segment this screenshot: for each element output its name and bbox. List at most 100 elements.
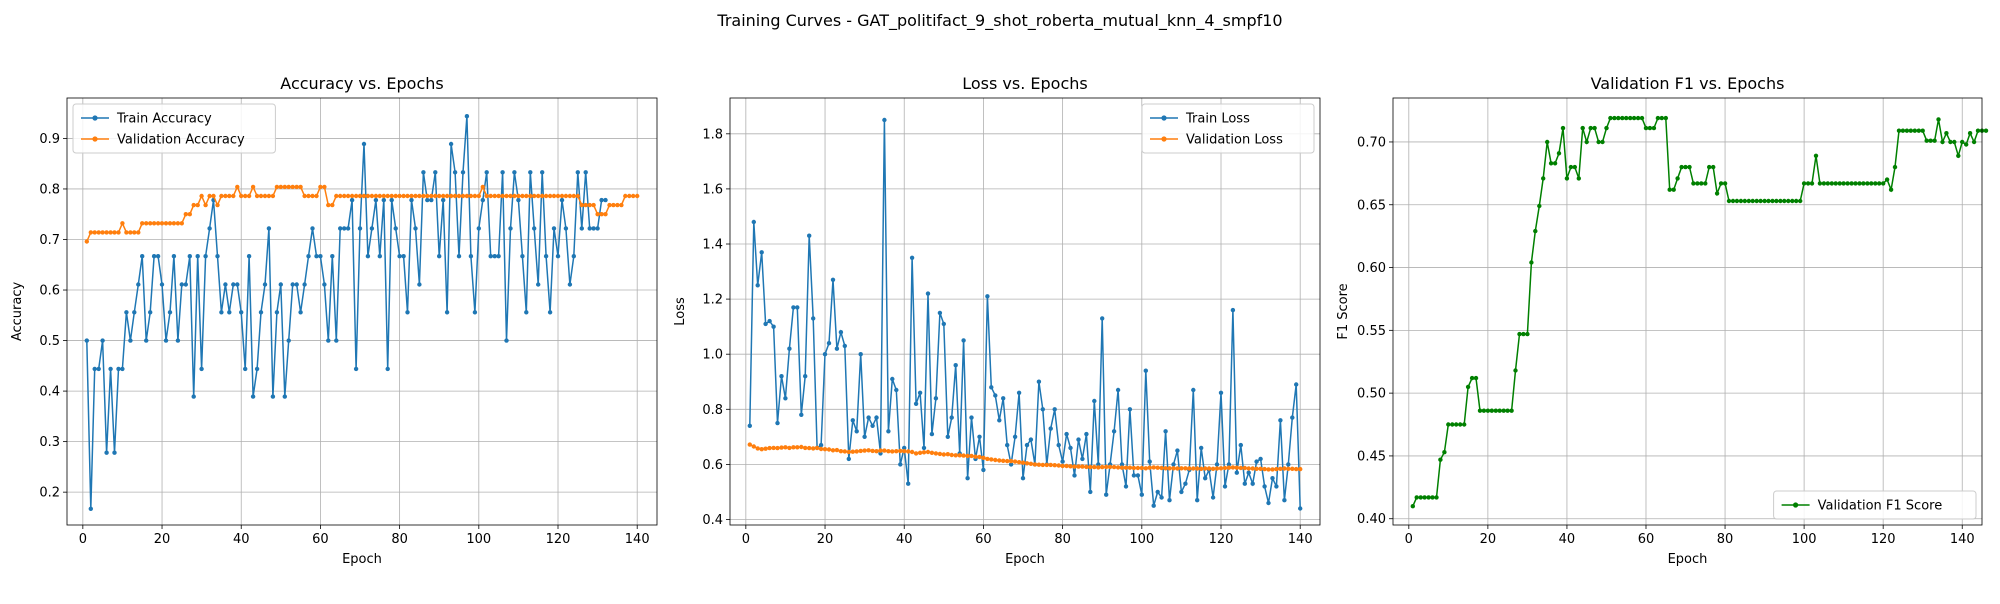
data-point: [92, 366, 97, 372]
data-point: [993, 393, 998, 398]
x-tick-label: 20: [154, 532, 171, 547]
chart-panel-2: 0 20 40 60 80 100 120 140 0.4 0.6 0.8 1.0 1.2 1.4 1.6 1…: [673, 74, 1321, 567]
data-point: [1230, 307, 1236, 313]
data-point: [231, 193, 236, 199]
data-point: [977, 434, 982, 439]
data-point: [1983, 128, 1989, 133]
data-point: [890, 376, 895, 382]
data-point: [1659, 115, 1665, 121]
legend-frame: [72, 103, 276, 154]
data-point: [1576, 176, 1582, 181]
data-point: [925, 449, 931, 455]
data-point: [183, 282, 188, 287]
data-point: [298, 184, 303, 190]
data-point: [1195, 498, 1200, 503]
data-point: [215, 202, 220, 208]
legend: Validation F1 Score: [1773, 490, 1977, 520]
data-point: [496, 254, 501, 259]
data-point: [342, 226, 347, 231]
data-point: [1881, 181, 1886, 186]
data-point: [803, 445, 808, 451]
x-tick-label: 60: [975, 532, 992, 547]
data-point: [314, 193, 319, 199]
data-point: [1210, 495, 1216, 500]
data-point: [1064, 463, 1069, 469]
data-point: [88, 230, 94, 235]
x-tick-label: 140: [625, 532, 650, 547]
data-point: [599, 197, 604, 203]
data-point: [1730, 198, 1736, 204]
data-point: [496, 193, 501, 199]
data-point: [929, 450, 935, 455]
data-point: [488, 254, 493, 259]
data-point: [811, 316, 816, 321]
data-point: [377, 193, 382, 199]
legend-marker: [92, 115, 98, 121]
data-point: [1024, 461, 1030, 466]
data-point: [318, 184, 323, 190]
data-point: [1222, 465, 1228, 471]
data-point: [1750, 198, 1755, 204]
data-point: [1699, 181, 1704, 186]
data-point: [579, 202, 584, 208]
data-point: [397, 193, 402, 199]
data-point: [235, 184, 240, 190]
data-point: [953, 453, 958, 458]
data-point: [1904, 128, 1910, 133]
data-point: [88, 506, 94, 511]
data-point: [1454, 422, 1459, 427]
data-point: [377, 254, 382, 259]
data-point: [763, 446, 768, 451]
axes-frame: [66, 97, 658, 526]
data-point: [1262, 484, 1267, 489]
data-point: [500, 193, 505, 199]
data-point: [104, 230, 109, 235]
data-point: [862, 434, 867, 439]
data-point: [591, 226, 596, 231]
data-point: [433, 193, 438, 199]
data-point: [1960, 139, 1965, 145]
data-point: [1651, 125, 1657, 131]
data-point: [250, 184, 256, 190]
data-point: [906, 449, 911, 454]
data-point: [302, 193, 307, 199]
data-point: [381, 197, 386, 203]
data-point: [536, 282, 541, 287]
data-point: [1084, 431, 1089, 437]
data-point: [1683, 164, 1688, 170]
data-point: [330, 202, 335, 208]
data-point: [1473, 375, 1479, 381]
data-point: [1442, 450, 1447, 455]
data-point: [258, 193, 264, 199]
data-point: [1246, 466, 1251, 471]
data-point: [262, 193, 268, 199]
data-point: [1707, 164, 1712, 170]
data-point: [1410, 504, 1416, 509]
legend-label: Validation F1 Score: [1818, 499, 1943, 514]
data-point: [1171, 466, 1176, 471]
data-point: [834, 447, 840, 453]
data-point: [219, 193, 224, 199]
y-axis-label: F1 Score: [1336, 283, 1351, 339]
data-point: [1024, 442, 1030, 448]
data-point: [1107, 464, 1113, 470]
data-point: [969, 415, 974, 420]
legend: Train Loss Validation Loss: [1141, 103, 1315, 154]
data-point: [902, 445, 907, 451]
data-point: [504, 338, 509, 343]
x-tick-label: 20: [817, 532, 834, 547]
data-point: [882, 448, 887, 453]
data-point: [941, 321, 946, 327]
data-point: [957, 453, 962, 458]
data-point: [1119, 465, 1125, 470]
data-point: [945, 452, 950, 457]
data-point: [1829, 181, 1835, 186]
data-point: [1092, 398, 1097, 404]
data-point: [981, 455, 986, 460]
data-point: [587, 202, 592, 208]
data-point: [421, 170, 426, 175]
data-point: [969, 453, 974, 459]
data-point: [989, 385, 994, 390]
data-point: [575, 170, 580, 175]
data-point: [1183, 481, 1188, 486]
